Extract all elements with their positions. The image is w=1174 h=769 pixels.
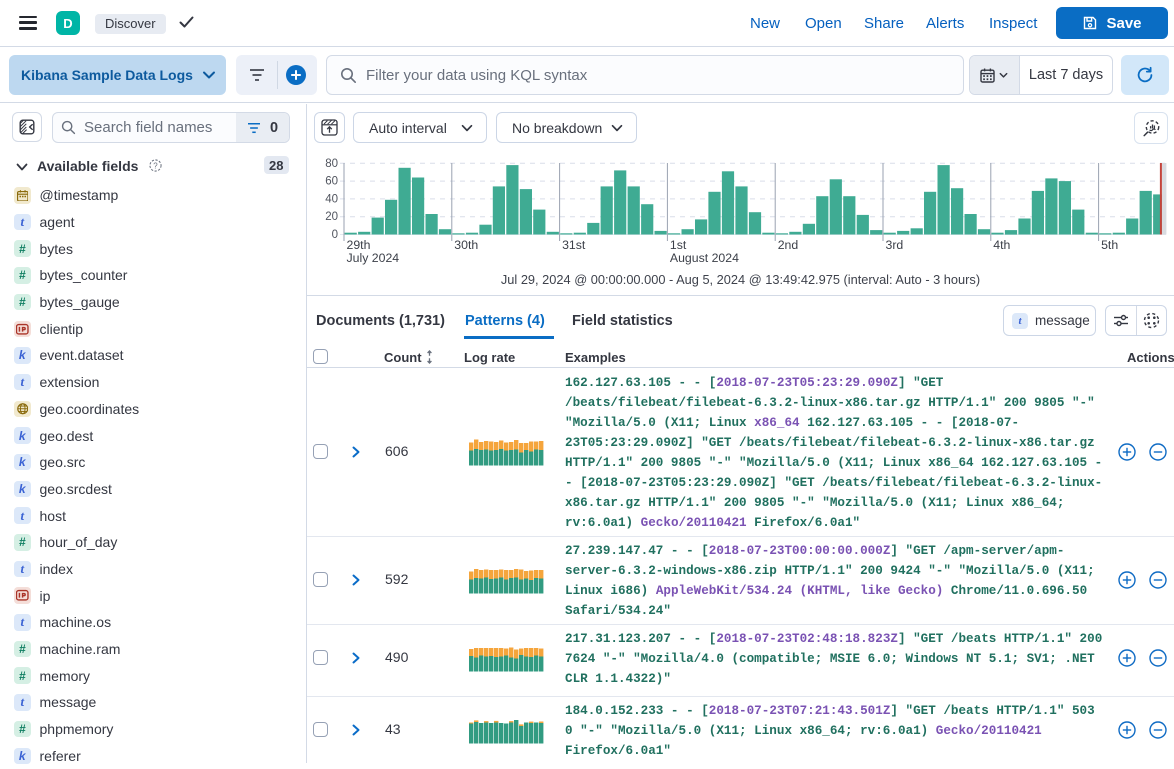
svg-text:1st: 1st <box>670 238 687 252</box>
svg-text:31st: 31st <box>562 238 586 252</box>
svg-text:July 2024: July 2024 <box>347 251 400 265</box>
svg-text:3rd: 3rd <box>886 238 904 252</box>
svg-text:2nd: 2nd <box>778 238 799 252</box>
svg-text:4th: 4th <box>993 238 1010 252</box>
svg-text:30th: 30th <box>454 238 478 252</box>
svg-text:60: 60 <box>325 176 338 188</box>
svg-text:5th: 5th <box>1101 238 1118 252</box>
svg-text:August 2024: August 2024 <box>670 251 739 265</box>
svg-text:?: ? <box>153 161 158 170</box>
svg-text:0: 0 <box>332 229 338 241</box>
svg-text:80: 80 <box>325 158 338 170</box>
svg-text:20: 20 <box>325 211 338 223</box>
svg-text:29th: 29th <box>347 238 371 252</box>
svg-text:40: 40 <box>325 193 338 205</box>
